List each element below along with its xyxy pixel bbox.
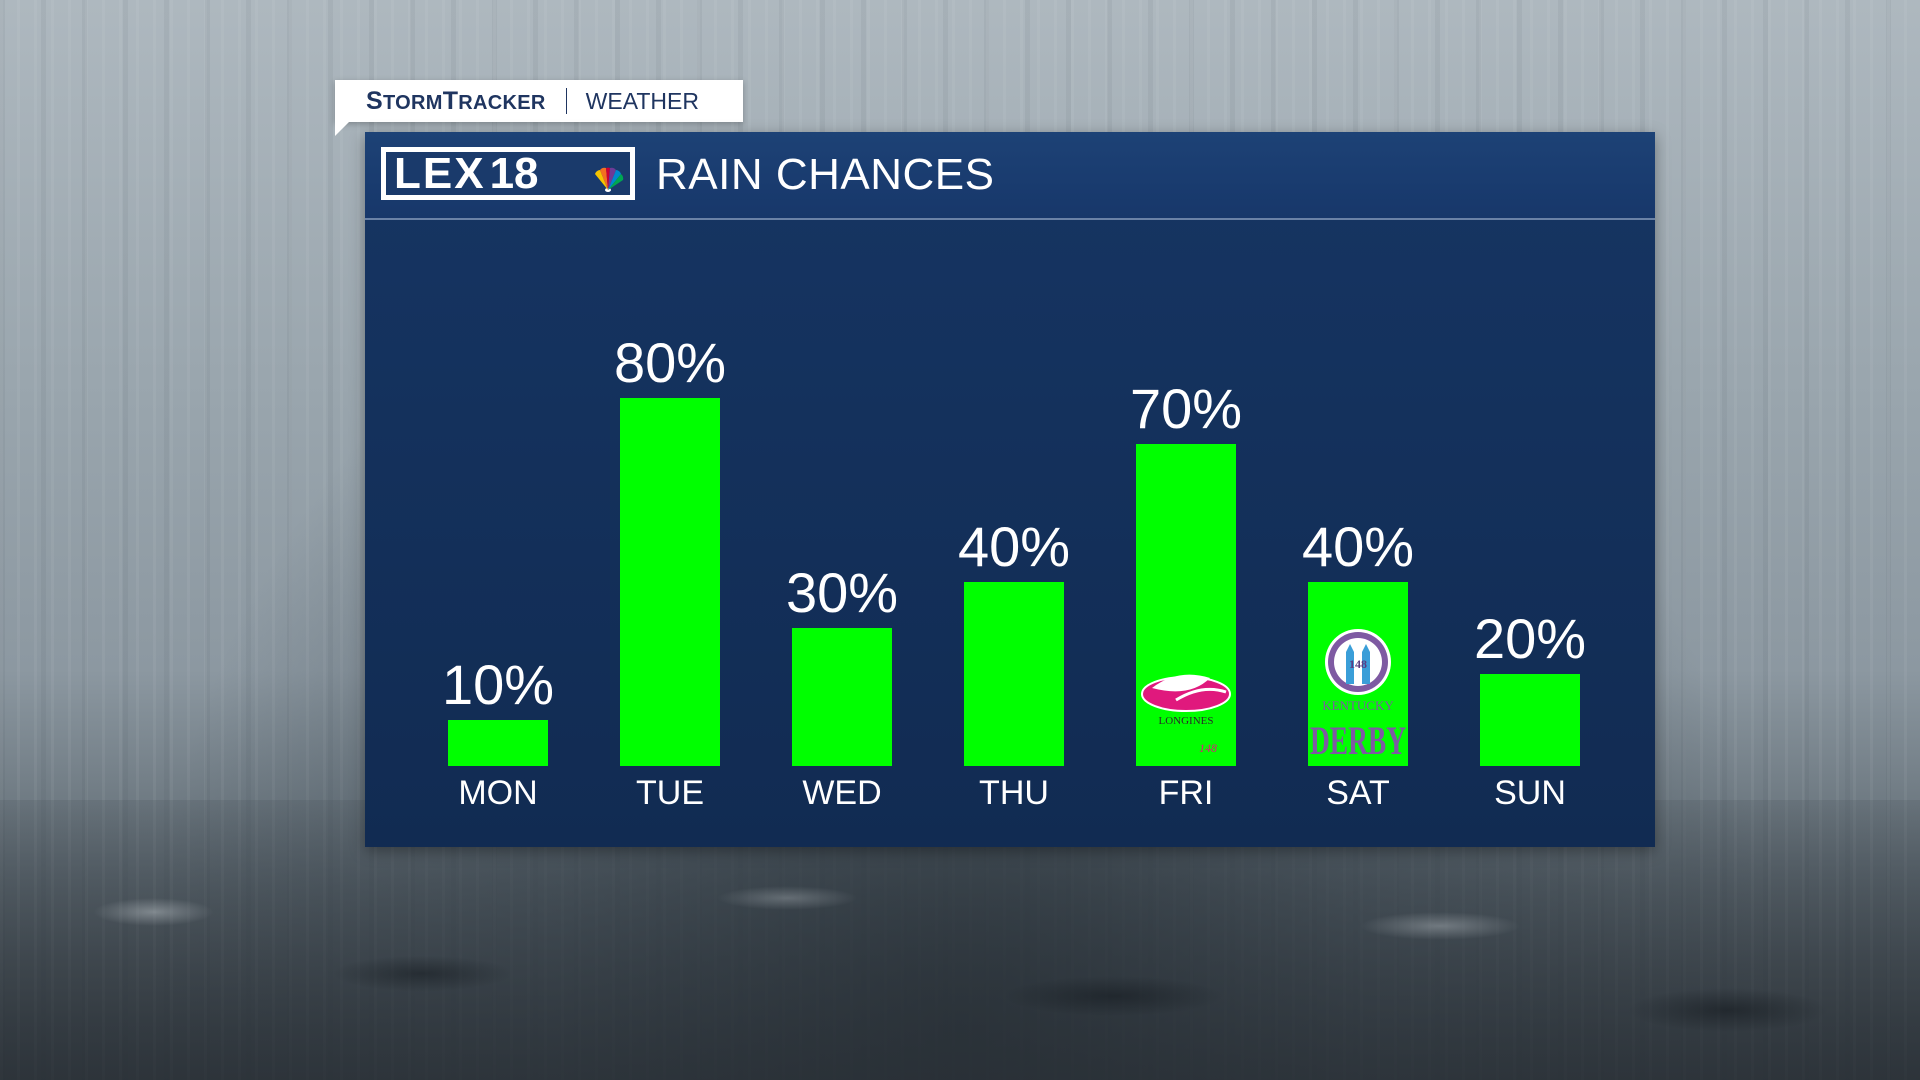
stormtracker-weather-tab: STORMTRACKER WEATHER [335, 80, 743, 136]
tab-divider [565, 88, 567, 114]
rain-chances-panel: LEX 18 RAIN CHANCES 10% 80% 30% 40% 70% 40% 20%… [365, 132, 1655, 847]
bar-sun [1480, 674, 1580, 766]
data-label-thu: 40% [958, 515, 1070, 578]
data-label-fri: 70% [1130, 377, 1242, 440]
bar-thu [964, 582, 1064, 766]
day-label-wed: WED [802, 774, 881, 812]
nbc-peacock-icon [595, 167, 624, 192]
bar-fri [1136, 444, 1236, 766]
day-label-sun: SUN [1494, 774, 1566, 812]
bar-tue [620, 398, 720, 766]
badge-text-148: 148 [1349, 657, 1367, 671]
kentucky-oaks-logo-badge: LONGINES 148 [1141, 674, 1231, 755]
rain-chance-bar-chart: 10% 80% 30% 40% 70% 40% 20% MON TUE WED THU FRI SAT… [442, 331, 1586, 812]
day-label-tue: TUE [636, 774, 704, 812]
lex18-logo: LEX 18 [381, 147, 635, 200]
data-label-sun: 20% [1474, 607, 1586, 670]
panel-header: LEX 18 RAIN CHANCES [365, 132, 1655, 220]
kentucky-derby-logo-badge: 148 KENTUCKY DERBY [1310, 629, 1406, 763]
badge-text-148: 148 [1199, 741, 1217, 755]
data-label-tue: 80% [614, 331, 726, 394]
day-label-thu: THU [979, 774, 1049, 812]
day-label-fri: FRI [1159, 774, 1214, 812]
bar-mon [448, 720, 548, 766]
data-label-sat: 40% [1302, 515, 1414, 578]
badge-text-kentucky: KENTUCKY [1322, 698, 1394, 713]
chart-title: RAIN CHANCES [656, 150, 995, 199]
weather-label: WEATHER [585, 87, 699, 114]
badge-text-longines: LONGINES [1159, 715, 1214, 727]
stormtracker-wordmark: STORMTRACKER [366, 86, 546, 115]
day-label-mon: MON [458, 774, 537, 812]
bar-wed [792, 628, 892, 766]
badge-text-derby: DERBY [1310, 718, 1406, 763]
data-label-wed: 30% [786, 561, 898, 624]
day-label-sat: SAT [1326, 774, 1390, 812]
data-label-mon: 10% [442, 653, 554, 716]
